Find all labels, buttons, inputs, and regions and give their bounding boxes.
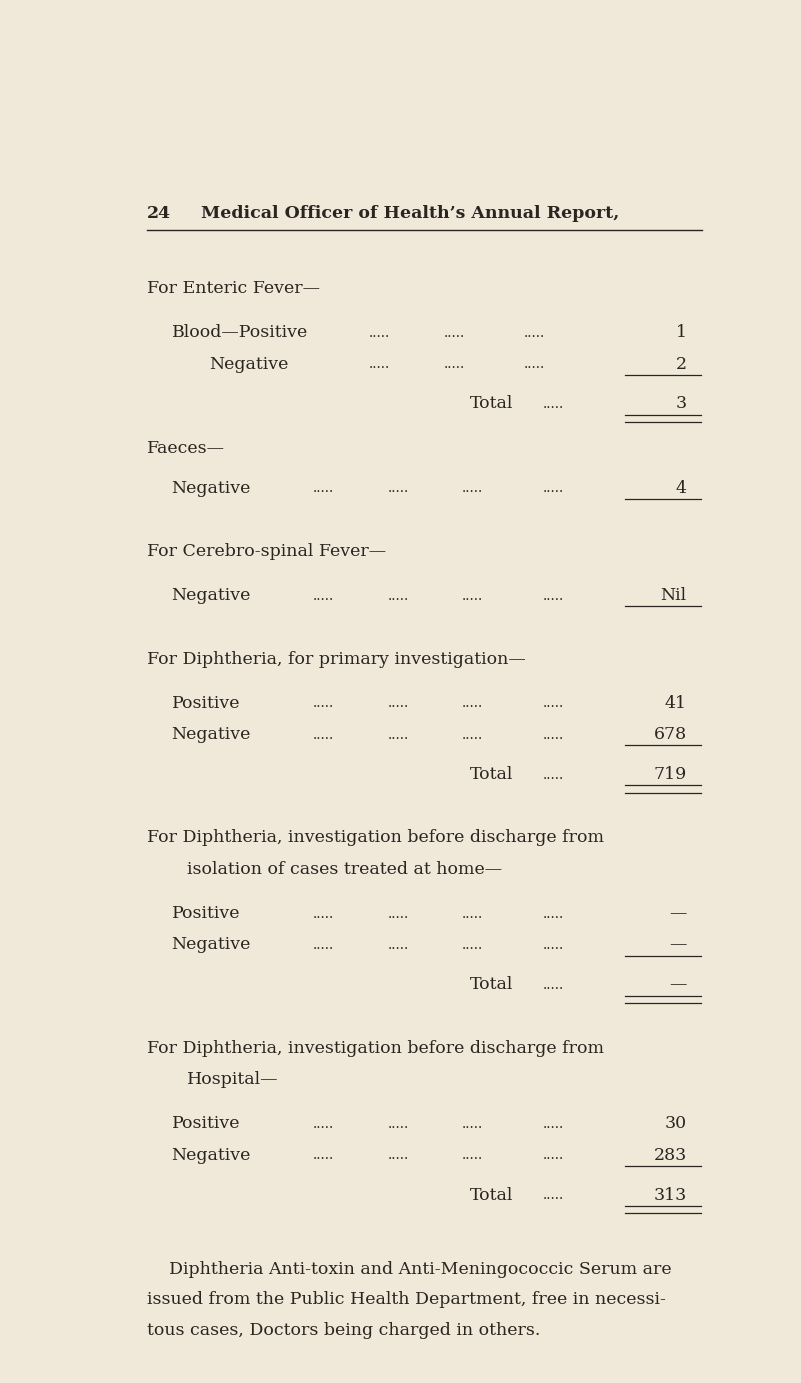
Text: .....: .....	[542, 938, 564, 952]
Text: issued from the Public Health Department, free in necessi-: issued from the Public Health Department…	[147, 1292, 666, 1308]
Text: .....: .....	[542, 397, 564, 411]
Text: For Diphtheria, investigation before discharge from: For Diphtheria, investigation before dis…	[147, 830, 604, 846]
Text: 4: 4	[676, 480, 686, 496]
Text: —: —	[670, 936, 686, 953]
Text: 41: 41	[665, 694, 686, 712]
Text: .....: .....	[313, 1148, 334, 1162]
Text: tous cases, Doctors being charged in others.: tous cases, Doctors being charged in oth…	[147, 1322, 540, 1339]
Text: .....: .....	[462, 938, 483, 952]
Text: Total: Total	[469, 396, 513, 412]
Text: Diphtheria Anti-toxin and Anti-Meningococcic Serum are: Diphtheria Anti-toxin and Anti-Meningoco…	[147, 1261, 671, 1278]
Text: .....: .....	[542, 727, 564, 741]
Text: .....: .....	[524, 325, 545, 340]
Text: 3: 3	[675, 396, 686, 412]
Text: .....: .....	[542, 481, 564, 495]
Text: 678: 678	[654, 726, 686, 743]
Text: Positive: Positive	[171, 694, 240, 712]
Text: .....: .....	[313, 589, 334, 603]
Text: 313: 313	[654, 1187, 686, 1203]
Text: Positive: Positive	[171, 904, 240, 922]
Text: .....: .....	[313, 906, 334, 921]
Text: 1: 1	[676, 324, 686, 342]
Text: Negative: Negative	[171, 1147, 251, 1163]
Text: .....: .....	[462, 1148, 483, 1162]
Text: 719: 719	[654, 766, 686, 783]
Text: .....: .....	[388, 1148, 409, 1162]
Text: .....: .....	[462, 1117, 483, 1131]
Text: Negative: Negative	[171, 480, 251, 496]
Text: Blood—Positive: Blood—Positive	[171, 324, 308, 342]
Text: Total: Total	[469, 1187, 513, 1203]
Text: .....: .....	[368, 325, 390, 340]
Text: For Enteric Fever—: For Enteric Fever—	[147, 279, 320, 297]
Text: 30: 30	[665, 1115, 686, 1133]
Text: Hospital—: Hospital—	[187, 1072, 279, 1088]
Text: .....: .....	[542, 696, 564, 711]
Text: Positive: Positive	[171, 1115, 240, 1133]
Text: .....: .....	[313, 481, 334, 495]
Text: .....: .....	[388, 589, 409, 603]
Text: .....: .....	[462, 481, 483, 495]
Text: .....: .....	[388, 1117, 409, 1131]
Text: Negative: Negative	[171, 936, 251, 953]
Text: Medical Officer of Health’s Annual Report,: Medical Officer of Health’s Annual Repor…	[201, 206, 620, 223]
Text: .....: .....	[542, 1148, 564, 1162]
Text: .....: .....	[368, 357, 390, 371]
Text: .....: .....	[524, 357, 545, 371]
Text: isolation of cases treated at home—: isolation of cases treated at home—	[187, 860, 502, 878]
Text: .....: .....	[462, 727, 483, 741]
Text: .....: .....	[388, 938, 409, 952]
Text: .....: .....	[542, 768, 564, 781]
Text: .....: .....	[313, 696, 334, 711]
Text: .....: .....	[388, 481, 409, 495]
Text: .....: .....	[462, 696, 483, 711]
Text: .....: .....	[542, 1188, 564, 1202]
Text: .....: .....	[542, 589, 564, 603]
Text: For Diphtheria, for primary investigation—: For Diphtheria, for primary investigatio…	[147, 650, 525, 668]
Text: For Cerebro-spinal Fever—: For Cerebro-spinal Fever—	[147, 544, 386, 560]
Text: Total: Total	[469, 766, 513, 783]
Text: For Diphtheria, investigation before discharge from: For Diphtheria, investigation before dis…	[147, 1040, 604, 1057]
Text: Faeces—: Faeces—	[147, 440, 225, 456]
Text: Negative: Negative	[171, 588, 251, 604]
Text: Negative: Negative	[209, 355, 288, 372]
Text: .....: .....	[313, 727, 334, 741]
Text: Total: Total	[469, 976, 513, 993]
Text: .....: .....	[542, 978, 564, 992]
Text: .....: .....	[313, 1117, 334, 1131]
Text: .....: .....	[462, 589, 483, 603]
Text: 24: 24	[147, 206, 171, 223]
Text: .....: .....	[462, 906, 483, 921]
Text: .....: .....	[443, 325, 465, 340]
Text: .....: .....	[542, 906, 564, 921]
Text: .....: .....	[388, 727, 409, 741]
Text: —: —	[670, 976, 686, 993]
Text: .....: .....	[388, 906, 409, 921]
Text: .....: .....	[542, 1117, 564, 1131]
Text: .....: .....	[388, 696, 409, 711]
Text: Negative: Negative	[171, 726, 251, 743]
Text: 283: 283	[654, 1147, 686, 1163]
Text: Nil: Nil	[661, 588, 686, 604]
Text: —: —	[670, 904, 686, 922]
Text: .....: .....	[443, 357, 465, 371]
Text: 2: 2	[675, 355, 686, 372]
Text: .....: .....	[313, 938, 334, 952]
